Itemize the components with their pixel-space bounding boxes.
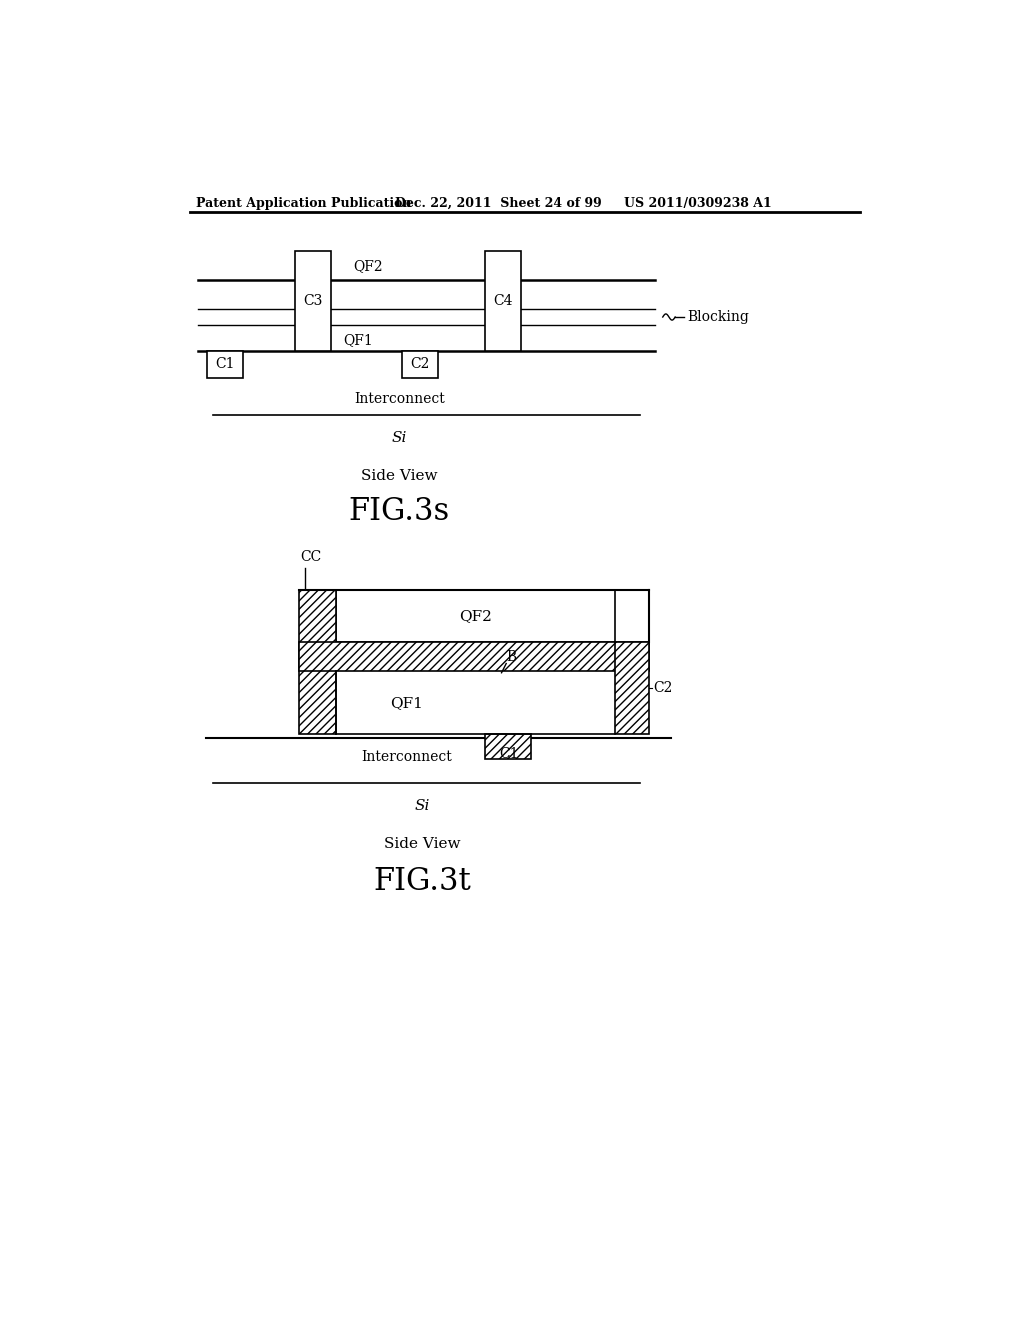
Text: Side View: Side View (361, 470, 437, 483)
Bar (299, 590, 336, 734)
Bar (402, 351, 438, 378)
Text: QF1: QF1 (343, 333, 373, 347)
Bar (336, 590, 614, 642)
Bar (299, 642, 649, 671)
Text: C2: C2 (411, 358, 430, 371)
Text: C1: C1 (215, 358, 234, 371)
Text: B: B (506, 649, 516, 664)
Text: C4: C4 (493, 294, 512, 308)
Text: QF2: QF2 (459, 609, 492, 623)
Text: FIG.3s: FIG.3s (348, 495, 450, 527)
Text: CC: CC (300, 550, 322, 564)
Text: C1: C1 (500, 747, 519, 762)
Text: Blocking: Blocking (687, 310, 750, 323)
Bar (336, 672, 614, 734)
Text: C3: C3 (303, 294, 323, 308)
Text: Si: Si (415, 799, 430, 813)
Text: QF2: QF2 (352, 259, 382, 273)
Text: Si: Si (391, 430, 407, 445)
Text: US 2011/0309238 A1: US 2011/0309238 A1 (624, 197, 772, 210)
Bar (295, 251, 331, 351)
Bar (207, 351, 243, 378)
Text: Interconnect: Interconnect (354, 392, 444, 407)
Text: Patent Application Publication: Patent Application Publication (197, 197, 412, 210)
Bar (484, 251, 521, 351)
Text: FIG.3t: FIG.3t (374, 866, 471, 896)
Bar (484, 734, 531, 759)
Bar (614, 642, 649, 734)
Text: Interconnect: Interconnect (361, 751, 453, 764)
Text: QF1: QF1 (390, 696, 424, 710)
Text: Side View: Side View (384, 837, 461, 851)
Text: C2: C2 (653, 681, 673, 696)
Text: Dec. 22, 2011  Sheet 24 of 99: Dec. 22, 2011 Sheet 24 of 99 (395, 197, 602, 210)
